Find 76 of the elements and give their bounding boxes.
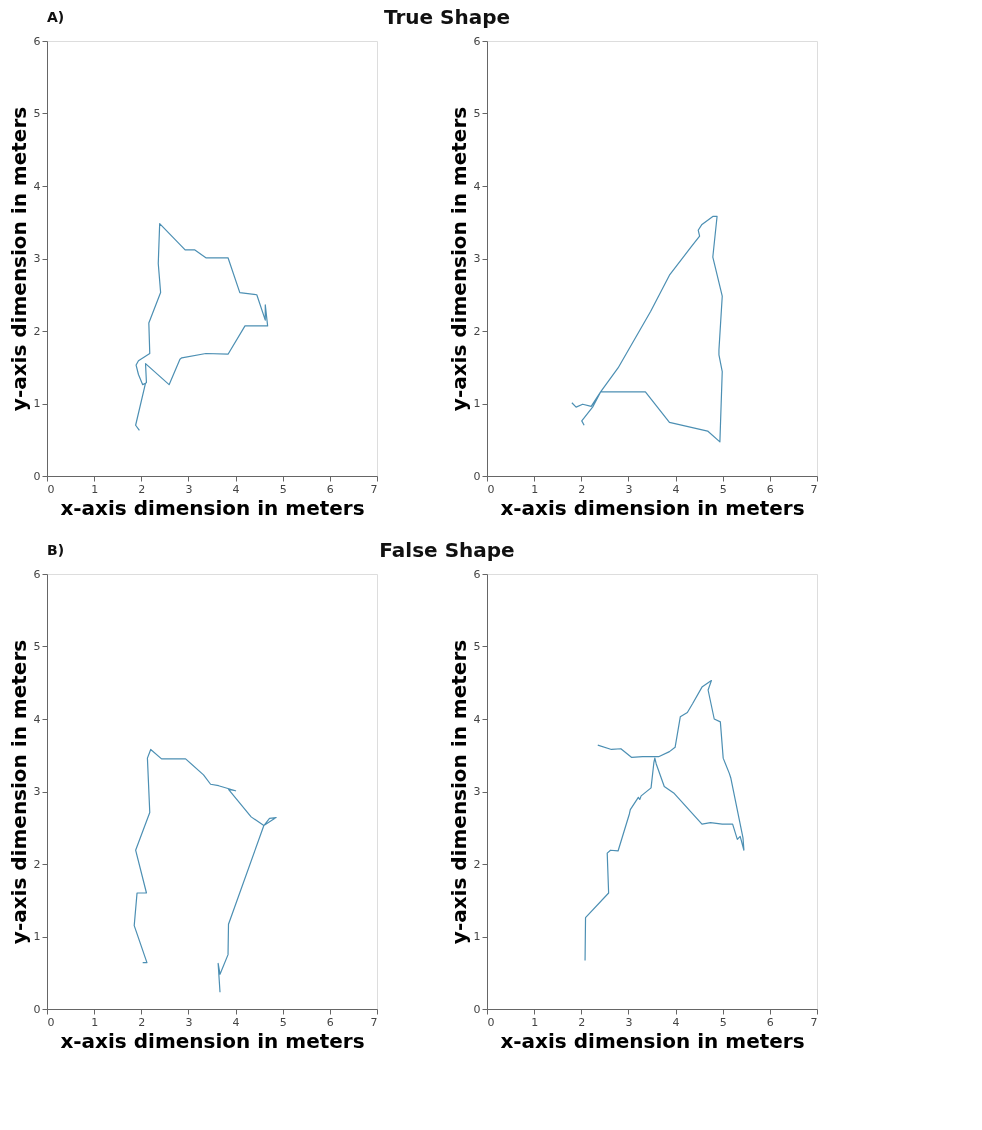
x-tick-label: 4 bbox=[672, 482, 680, 496]
y-tick-label: 3 bbox=[473, 785, 481, 798]
y-tick-label: 6 bbox=[473, 567, 481, 581]
x-tick-label: 3 bbox=[625, 1015, 633, 1029]
x-tick-label: 3 bbox=[625, 482, 633, 496]
x-tick-label: 5 bbox=[719, 482, 727, 496]
x-tick-label: 5 bbox=[719, 1015, 727, 1029]
x-tick-label: 5 bbox=[279, 1015, 287, 1029]
y-tick-label: 4 bbox=[473, 179, 481, 193]
x-tick-label: 1 bbox=[531, 482, 539, 496]
x-axis-title: x-axis dimension in meters bbox=[500, 495, 805, 520]
x-tick-label: 4 bbox=[232, 1015, 240, 1029]
y-tick-label: 6 bbox=[33, 34, 41, 48]
y-tick-label: 1 bbox=[33, 930, 41, 943]
x-tick-label: 4 bbox=[672, 1015, 680, 1029]
x-tick-label: 2 bbox=[138, 1015, 146, 1029]
x-tick-label: 2 bbox=[578, 1015, 586, 1029]
y-tick-label: 2 bbox=[33, 857, 41, 871]
y-tick-label: 4 bbox=[33, 712, 41, 726]
x-tick-label: 0 bbox=[487, 1015, 495, 1029]
text: A) bbox=[47, 9, 65, 25]
x-axis-title: x-axis dimension in meters bbox=[60, 1028, 365, 1053]
y-tick-label: 1 bbox=[473, 930, 481, 943]
y-axis-title: y-axis dimension in meters bbox=[446, 106, 471, 412]
y-tick-label: 5 bbox=[473, 640, 481, 653]
y-tick-label: 3 bbox=[33, 252, 41, 265]
x-axis-title: x-axis dimension in meters bbox=[500, 1028, 805, 1053]
line-series bbox=[135, 223, 269, 431]
x-tick-label: 6 bbox=[766, 482, 774, 496]
text: B) bbox=[47, 542, 65, 558]
line-series bbox=[584, 679, 745, 962]
y-tick-label: 1 bbox=[473, 397, 481, 410]
x-tick-label: 6 bbox=[326, 1015, 334, 1029]
y-tick-label: 2 bbox=[473, 857, 481, 871]
x-tick-label: 0 bbox=[47, 1015, 55, 1029]
y-tick-label: 3 bbox=[473, 252, 481, 265]
x-tick-label: 3 bbox=[185, 1015, 193, 1029]
line-series bbox=[571, 215, 723, 443]
x-tick-label: 7 bbox=[370, 482, 378, 496]
x-tick-label: 0 bbox=[47, 482, 55, 496]
y-axis-title: y-axis dimension in meters bbox=[6, 639, 31, 945]
y-tick-label: 5 bbox=[33, 107, 41, 120]
y-tick-label: 2 bbox=[33, 324, 41, 338]
x-tick-label: 2 bbox=[578, 482, 586, 496]
y-tick-label: 6 bbox=[473, 34, 481, 48]
y-tick-label: 0 bbox=[473, 1002, 481, 1016]
x-tick-label: 1 bbox=[91, 482, 99, 496]
x-tick-label: 6 bbox=[766, 1015, 774, 1029]
y-tick-label: 6 bbox=[33, 567, 41, 581]
y-tick-label: 4 bbox=[473, 712, 481, 726]
line-series bbox=[133, 748, 277, 993]
x-tick-label: 6 bbox=[326, 482, 334, 496]
y-tick-label: 5 bbox=[473, 107, 481, 120]
y-axis-title: y-axis dimension in meters bbox=[446, 639, 471, 945]
x-tick-label: 1 bbox=[531, 1015, 539, 1029]
y-tick-label: 0 bbox=[473, 469, 481, 483]
y-tick-label: 4 bbox=[33, 179, 41, 193]
x-tick-label: 7 bbox=[810, 1015, 818, 1029]
x-tick-label: 3 bbox=[185, 482, 193, 496]
y-tick-label: 0 bbox=[33, 469, 41, 483]
text: False Shape bbox=[379, 538, 515, 562]
x-tick-label: 0 bbox=[487, 482, 495, 496]
x-tick-label: 7 bbox=[370, 1015, 378, 1029]
x-tick-label: 7 bbox=[810, 482, 818, 496]
x-axis-title: x-axis dimension in meters bbox=[60, 495, 365, 520]
y-tick-label: 2 bbox=[473, 324, 481, 338]
x-tick-label: 1 bbox=[91, 1015, 99, 1029]
y-tick-label: 0 bbox=[33, 1002, 41, 1016]
y-tick-label: 5 bbox=[33, 640, 41, 653]
y-tick-label: 1 bbox=[33, 397, 41, 410]
x-tick-label: 2 bbox=[138, 482, 146, 496]
x-tick-label: 4 bbox=[232, 482, 240, 496]
x-tick-label: 5 bbox=[279, 482, 287, 496]
y-tick-label: 3 bbox=[33, 785, 41, 798]
y-axis-title: y-axis dimension in meters bbox=[6, 106, 31, 412]
text: True Shape bbox=[383, 5, 511, 29]
